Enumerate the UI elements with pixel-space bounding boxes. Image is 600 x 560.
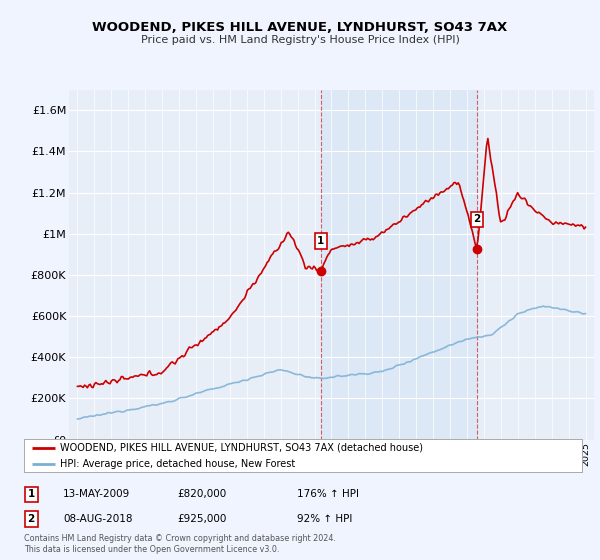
Text: HPI: Average price, detached house, New Forest: HPI: Average price, detached house, New … <box>60 459 296 469</box>
Text: 1: 1 <box>317 236 325 246</box>
Text: WOODEND, PIKES HILL AVENUE, LYNDHURST, SO43 7AX (detached house): WOODEND, PIKES HILL AVENUE, LYNDHURST, S… <box>60 443 423 453</box>
Text: £820,000: £820,000 <box>177 489 226 500</box>
Text: £925,000: £925,000 <box>177 514 226 524</box>
Text: 176% ↑ HPI: 176% ↑ HPI <box>297 489 359 500</box>
Text: 92% ↑ HPI: 92% ↑ HPI <box>297 514 352 524</box>
Text: Contains HM Land Registry data © Crown copyright and database right 2024.
This d: Contains HM Land Registry data © Crown c… <box>24 534 336 554</box>
Text: 08-AUG-2018: 08-AUG-2018 <box>63 514 133 524</box>
Bar <box>321 90 477 440</box>
Text: 2: 2 <box>473 214 481 225</box>
Text: WOODEND, PIKES HILL AVENUE, LYNDHURST, SO43 7AX: WOODEND, PIKES HILL AVENUE, LYNDHURST, S… <box>92 21 508 34</box>
Text: Price paid vs. HM Land Registry's House Price Index (HPI): Price paid vs. HM Land Registry's House … <box>140 35 460 45</box>
Text: 1: 1 <box>28 489 35 500</box>
Text: 13-MAY-2009: 13-MAY-2009 <box>63 489 130 500</box>
Text: 2: 2 <box>28 514 35 524</box>
